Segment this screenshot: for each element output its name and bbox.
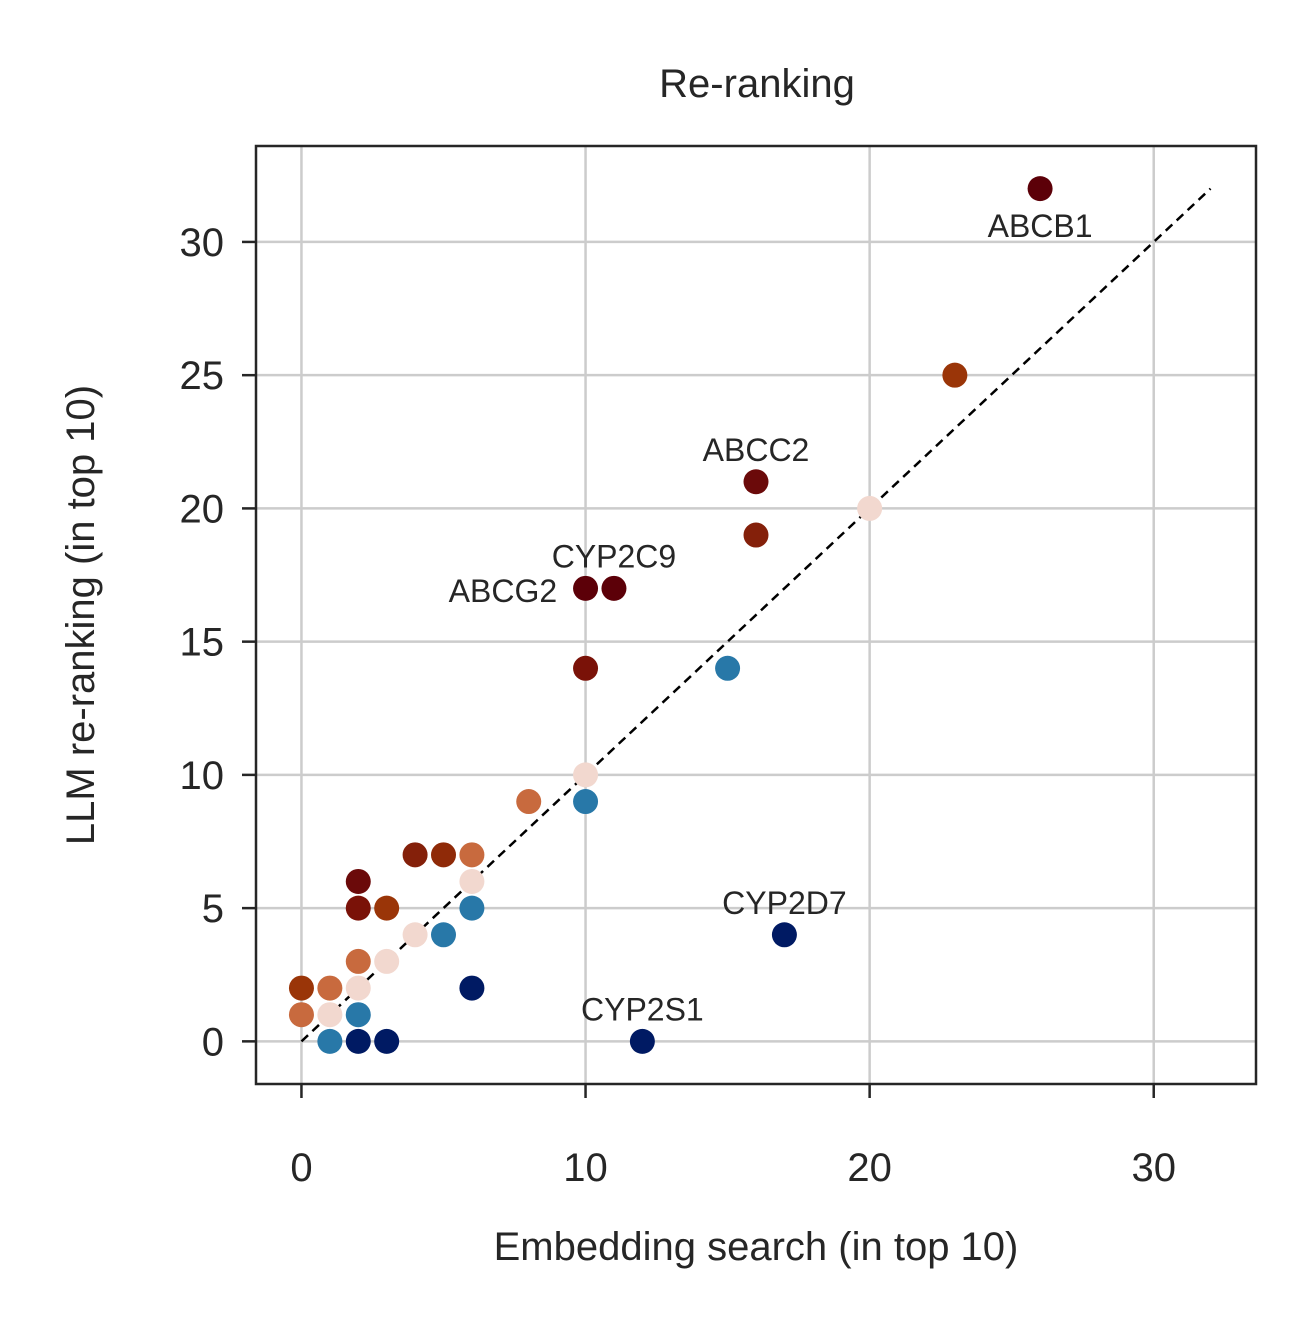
y-tick-label: 10 [180, 754, 225, 798]
data-point [345, 1028, 371, 1054]
x-tick-label: 10 [563, 1146, 608, 1190]
point-annotation: CYP2S1 [581, 991, 704, 1027]
diagonal-line [300, 187, 1212, 1043]
data-point [374, 1028, 400, 1054]
data-point [431, 842, 456, 868]
data-point [1027, 176, 1053, 202]
chart-title: Re-ranking [659, 62, 855, 106]
x-tick-label: 0 [290, 1146, 312, 1190]
data-point [459, 842, 485, 868]
data-point [317, 975, 343, 1001]
data-point [459, 975, 485, 1001]
data-point [715, 655, 741, 681]
data-point [402, 842, 428, 868]
data-point [317, 1028, 343, 1054]
data-point [516, 789, 542, 815]
data-point [573, 789, 599, 815]
data-point [771, 922, 797, 948]
data-point [374, 895, 400, 921]
y-tick-label: 25 [180, 354, 225, 398]
data-point [857, 495, 883, 521]
data-point [345, 948, 371, 974]
y-tick-label: 30 [180, 221, 225, 265]
y-axis-ticks: 0 5 10 15 20 25 30 [180, 221, 256, 1064]
data-point [573, 655, 599, 681]
data-point [288, 1002, 314, 1028]
data-point [431, 922, 456, 948]
data-point [459, 868, 485, 894]
y-axis-label: LLM re-ranking (in top 10) [59, 385, 103, 845]
data-point [402, 922, 428, 948]
y-tick-label: 5 [202, 887, 224, 931]
data-point [573, 575, 599, 601]
data-point [317, 1002, 343, 1028]
data-point [743, 522, 769, 548]
point-annotation: ABCC2 [703, 432, 810, 468]
point-annotation: CYP2D7 [722, 885, 847, 921]
y-tick-label: 0 [202, 1020, 224, 1064]
data-point [573, 762, 599, 788]
grid-lines [256, 146, 1256, 1084]
x-tick-label: 30 [1131, 1146, 1176, 1190]
point-annotation: ABCB1 [988, 208, 1093, 244]
data-point [743, 469, 769, 495]
x-axis-label: Embedding search (in top 10) [494, 1225, 1019, 1269]
data-point [459, 895, 485, 921]
data-point [601, 575, 627, 601]
x-tick-label: 20 [847, 1146, 892, 1190]
data-points [288, 176, 1053, 1054]
point-annotation: CYP2C9 [552, 538, 677, 574]
x-axis-ticks: 0 10 20 30 [290, 1084, 1176, 1190]
data-point [942, 362, 968, 388]
point-annotation: ABCG2 [449, 573, 557, 609]
plot-frame [254, 144, 1258, 1086]
reference-line [300, 187, 1212, 1043]
y-tick-label: 15 [180, 621, 225, 665]
data-point [374, 948, 400, 974]
data-point [345, 1002, 371, 1028]
y-tick-label: 20 [180, 487, 225, 531]
data-point [629, 1028, 655, 1054]
data-point [345, 975, 371, 1001]
data-point [345, 895, 371, 921]
data-point [288, 975, 314, 1001]
data-point [345, 868, 371, 894]
